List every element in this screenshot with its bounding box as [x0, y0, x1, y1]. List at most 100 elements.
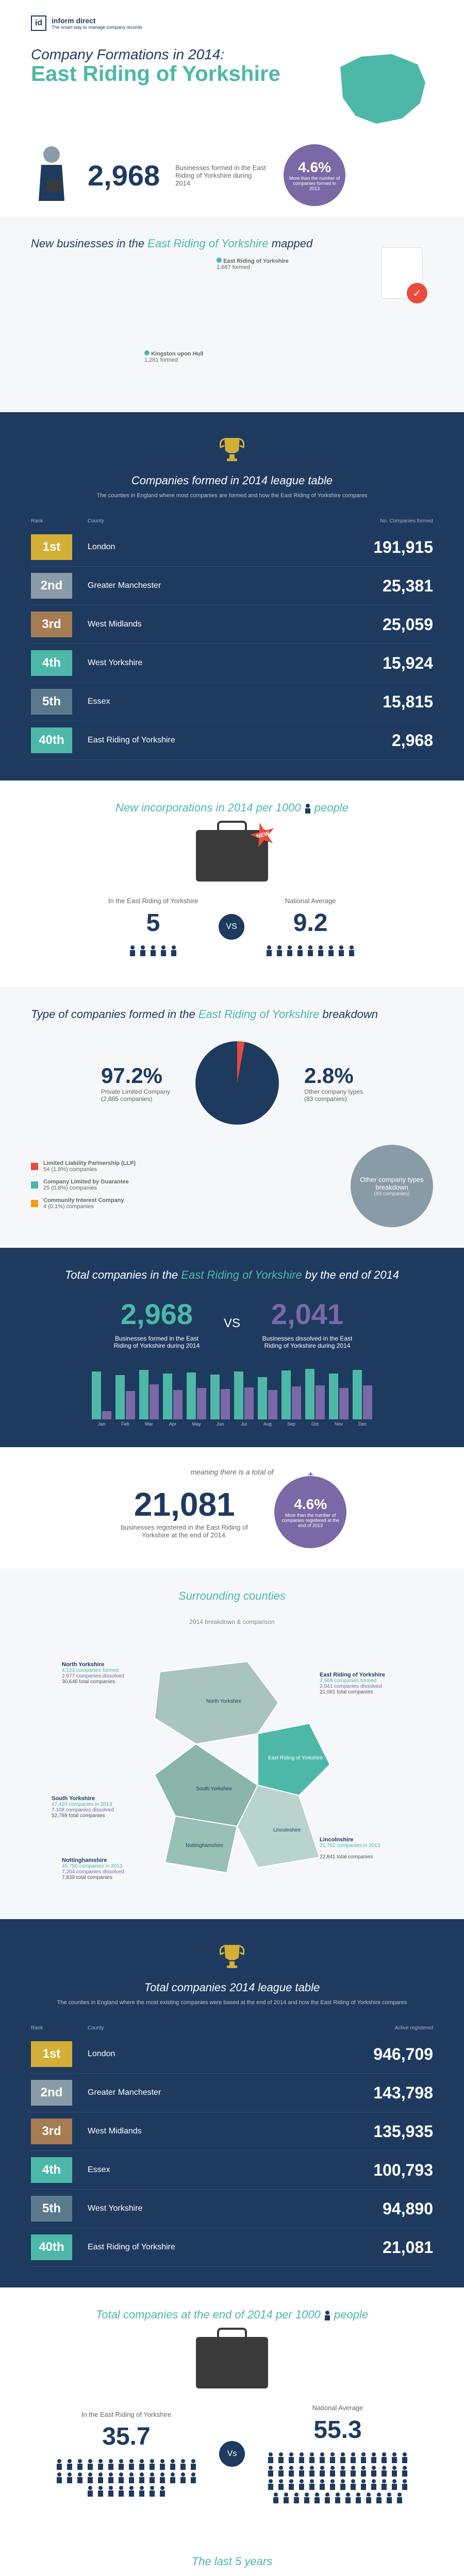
formed-number: 2,968 [110, 1297, 203, 1331]
bar-month: Apr [163, 1374, 183, 1427]
person-icon [306, 945, 314, 956]
person-icon [169, 2472, 177, 2483]
person-icon [138, 2485, 146, 2497]
person-icon [395, 2492, 404, 2503]
county-name: West Midlands [88, 620, 383, 629]
person-icon [308, 2479, 316, 2490]
person-icon [401, 2479, 409, 2490]
bar-month-label: Apr [169, 1421, 176, 1427]
header-stat-label: Businesses formed in the East Riding of … [175, 164, 268, 187]
bar-formed [234, 1371, 243, 1419]
bar-formed [305, 1369, 314, 1419]
person-icon [370, 2452, 378, 2463]
pie-other-count: (83 companies) [304, 1095, 363, 1103]
people-icons-local [108, 945, 198, 956]
per1000-title: Total companies at the end of 2014 per 1… [31, 2308, 433, 2321]
person-icon [286, 945, 294, 956]
logo-text: inform direct The smart way to manage co… [52, 16, 142, 30]
person-icon [323, 2492, 332, 2503]
bar-dissolved [197, 1388, 206, 1419]
person-icon [170, 945, 178, 956]
person-icon [117, 2472, 125, 2483]
person-icon [347, 945, 356, 956]
county-name: London [88, 2049, 373, 2059]
totals-title: Total companies in the East Riding of Yo… [31, 1268, 433, 1282]
league-total-section: Total companies 2014 league table The co… [0, 1919, 464, 2287]
league-header: RankCountyNo. Companies formed [31, 514, 433, 528]
rank-badge: 2nd [31, 2080, 72, 2106]
pie-title: Type of companies formed in the East Rid… [31, 1008, 433, 1021]
league-formed-section: Companies formed in 2014 league table Th… [0, 412, 464, 781]
brand-tagline: The smart way to manage company records [52, 25, 142, 30]
league-row: 1stLondon191,915 [31, 528, 433, 567]
bar-dissolved [292, 1386, 301, 1419]
league-row: 4thEssex100,793 [31, 2151, 433, 2190]
county-value: 2,968 [392, 731, 433, 750]
person-icon [169, 2459, 177, 2470]
county-value: 135,935 [373, 2122, 433, 2141]
pie-row: 97.2% Private Limited Company (2,885 com… [31, 1037, 433, 1129]
people-icons-national-2 [266, 2452, 410, 2503]
bar-month-label: Jan [98, 1421, 106, 1427]
person-icon [277, 2465, 285, 2477]
trophy-icon [217, 433, 247, 464]
county-name: West Midlands [88, 2127, 373, 2136]
person-icon [296, 945, 304, 956]
person-icon [107, 2459, 115, 2470]
rank-badge: 40th [31, 727, 72, 753]
brand-name: inform direct [52, 16, 142, 25]
person-icon [65, 2459, 74, 2470]
person-icon [308, 2465, 316, 2477]
bar-dissolved [173, 1390, 183, 1419]
person-icon [189, 2459, 197, 2470]
person-icon [179, 2459, 187, 2470]
bar-dissolved [339, 1388, 349, 1419]
bar-dissolved [150, 1384, 159, 1419]
total-businesses-number: 21,081 [118, 1485, 252, 1523]
badge-text: More than the number of companies formed… [284, 176, 345, 191]
pie-other-pct: 2.8% [304, 1063, 363, 1088]
bar-month: Oct [305, 1369, 325, 1427]
county-value: 143,798 [373, 2083, 433, 2103]
per1000-vs-row: In the East Riding of Yorkshire 35.7 Vs … [31, 2404, 433, 2503]
bar-month: Sep [281, 1370, 301, 1427]
person-icon [107, 2472, 115, 2483]
bar-formed [353, 1370, 362, 1419]
bar-dissolved [316, 1385, 325, 1419]
bar-month: Aug [258, 1377, 277, 1427]
dissolved-label: Businesses dissolved in the East Riding … [261, 1335, 354, 1349]
briefcase-new-icon: NEW [196, 830, 268, 882]
person-icon [339, 2452, 347, 2463]
svg-text:East Riding of Yorkshire: East Riding of Yorkshire [268, 1755, 323, 1761]
person-icon [76, 2472, 84, 2483]
title-block: Company Formations in 2014: East Riding … [31, 46, 433, 129]
pie-main-count: (2,885 companies) [101, 1095, 170, 1103]
bar-month-label: Mar [145, 1421, 153, 1427]
incorporations-section: New incorporations in 2014 per 1000 peop… [0, 781, 464, 987]
logo-icon: id [31, 15, 46, 31]
last5-section: The last 5 years How the total number of… [0, 2534, 464, 2576]
county-name: Essex [88, 2165, 373, 2175]
badge-percent: 4.6% [298, 159, 331, 176]
national-value: 9.2 [265, 909, 356, 937]
person-icon [272, 2492, 280, 2503]
person-icon [287, 2465, 295, 2477]
person-icon [390, 2452, 399, 2463]
person-icon [282, 2492, 290, 2503]
person-icon [297, 2479, 306, 2490]
league-row: 5thWest Yorkshire94,890 [31, 2190, 433, 2228]
county-value: 21,081 [383, 2238, 433, 2257]
meaning-pre: meaning there is a total of [31, 1468, 433, 1476]
bar-dissolved [126, 1391, 135, 1419]
person-icon [138, 2472, 146, 2483]
bubble-title: Other company types breakdown [351, 1176, 433, 1191]
county-name: East Riding of Yorkshire [88, 736, 392, 745]
bar-month-label: Sep [287, 1421, 295, 1427]
bar-dissolved [102, 1411, 111, 1419]
person-icon [127, 2459, 136, 2470]
person-icon [96, 2472, 105, 2483]
person-icon [267, 2452, 275, 2463]
person-icon [158, 2485, 167, 2497]
local-col-2: In the East Riding of Yorkshire 35.7 [54, 2411, 198, 2497]
svg-text:Lincolnshire: Lincolnshire [273, 1827, 301, 1833]
